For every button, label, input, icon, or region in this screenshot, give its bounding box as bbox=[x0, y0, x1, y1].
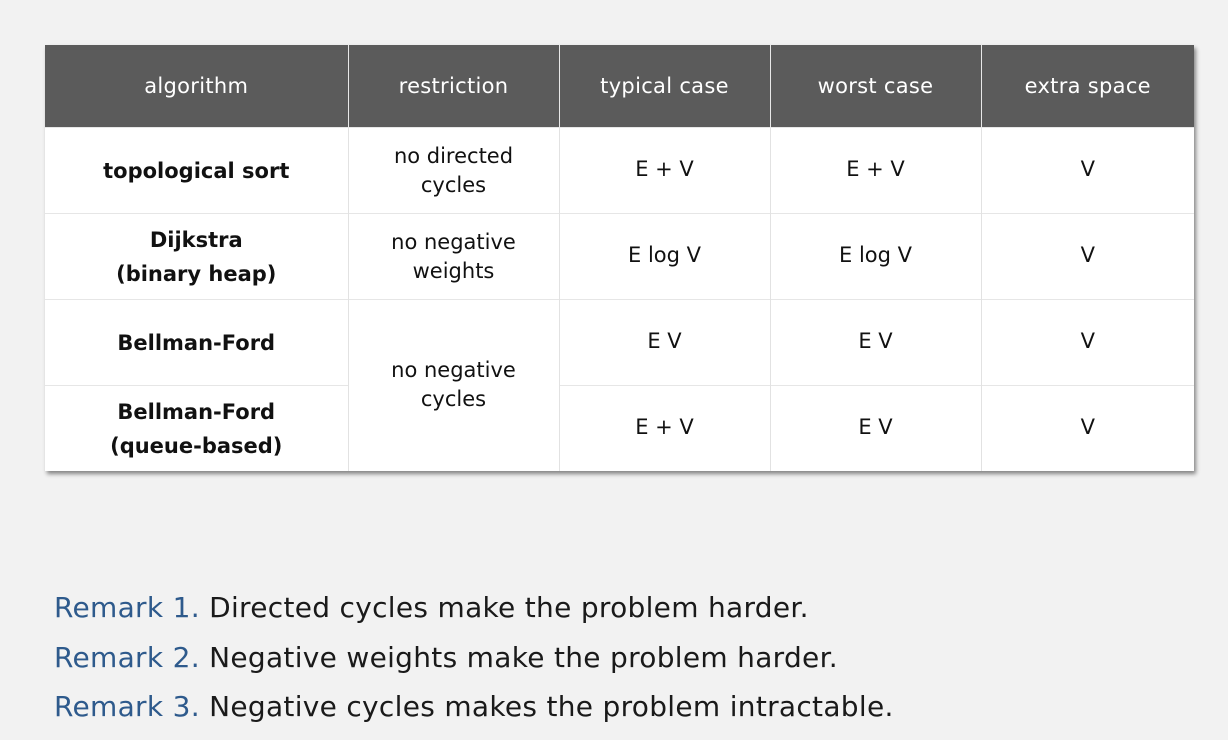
table-row: topological sort no directed cycles E + … bbox=[45, 127, 1194, 214]
remark-text: Negative weights make the problem harder… bbox=[209, 640, 839, 674]
extra-space-cell: V bbox=[981, 299, 1194, 386]
header-algorithm: algorithm bbox=[45, 45, 349, 128]
algorithm-name: Bellman-Ford bbox=[117, 399, 276, 424]
algorithm-name: Dijkstra bbox=[149, 227, 243, 252]
remark-text: Directed cycles make the problem harder. bbox=[209, 591, 809, 624]
algorithm-cell: Bellman-Ford bbox=[45, 299, 349, 386]
remarks-list: Remark 1. Directed cycles make the probl… bbox=[54, 583, 894, 732]
algorithm-cell: topological sort bbox=[45, 127, 349, 214]
typical-case-cell: E + V bbox=[559, 385, 771, 471]
remark-label: Remark 3. bbox=[54, 690, 200, 723]
worst-case-cell: E V bbox=[770, 299, 982, 386]
algorithm-variant: (binary heap) bbox=[116, 261, 277, 286]
algorithm-cell: Bellman-Ford (queue-based) bbox=[45, 385, 349, 471]
restriction-line: no negative bbox=[391, 357, 516, 382]
algorithm-cell: Dijkstra (binary heap) bbox=[45, 213, 349, 300]
comparison-table: algorithm restriction typical case worst… bbox=[45, 45, 1194, 471]
restriction-cell: no negative weights bbox=[348, 213, 560, 300]
table-row: Dijkstra (binary heap) no negative weigh… bbox=[45, 213, 1194, 300]
header-extra-space: extra space bbox=[981, 45, 1194, 128]
restriction-line: weights bbox=[412, 258, 495, 283]
header-restriction: restriction bbox=[348, 45, 560, 128]
algorithm-comparison-table: algorithm restriction typical case worst… bbox=[45, 45, 1194, 471]
extra-space-cell: V bbox=[981, 127, 1194, 214]
algorithm-name: Bellman-Ford bbox=[117, 330, 276, 355]
restriction-line: cycles bbox=[420, 386, 487, 411]
remark-label: Remark 1. bbox=[54, 591, 200, 624]
remark-label: Remark 2. bbox=[54, 640, 200, 674]
typical-case-cell: E log V bbox=[559, 213, 771, 300]
worst-case-cell: E log V bbox=[770, 213, 982, 300]
header-typical-case: typical case bbox=[559, 45, 771, 128]
table-row: Bellman-Ford (queue-based) E + V E V V bbox=[45, 385, 1194, 471]
typical-case-cell: E + V bbox=[559, 127, 771, 214]
restriction-line: cycles bbox=[420, 172, 487, 197]
table-row: Bellman-Ford no negative cycles E V E V … bbox=[45, 299, 1194, 471]
remark-item: Remark 1. Directed cycles make the probl… bbox=[54, 583, 894, 633]
remark-item: Remark 3. Negative cycles makes the prob… bbox=[54, 682, 894, 732]
extra-space-cell: V bbox=[981, 385, 1194, 471]
restriction-cell: no negative cycles bbox=[348, 299, 560, 471]
restriction-line: no directed bbox=[393, 143, 514, 168]
remark-item: Remark 2. Negative weights make the prob… bbox=[54, 633, 894, 683]
worst-case-cell: E + V bbox=[770, 127, 982, 214]
remark-text: Negative cycles makes the problem intrac… bbox=[209, 690, 894, 723]
algorithm-name: topological sort bbox=[103, 158, 290, 183]
restriction-line: no negative bbox=[391, 229, 516, 254]
extra-space-cell: V bbox=[981, 213, 1194, 300]
table-header-row: algorithm restriction typical case worst… bbox=[45, 45, 1194, 128]
typical-case-cell: E V bbox=[559, 299, 771, 386]
worst-case-cell: E V bbox=[770, 385, 982, 471]
header-worst-case: worst case bbox=[770, 45, 982, 128]
algorithm-variant: (queue-based) bbox=[110, 433, 283, 458]
restriction-cell: no directed cycles bbox=[348, 127, 560, 214]
